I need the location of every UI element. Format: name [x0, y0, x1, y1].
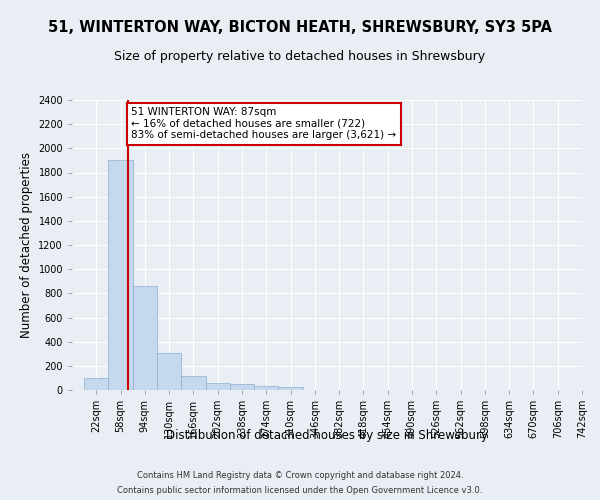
Bar [181, 376, 206, 390]
Text: Contains HM Land Registry data © Crown copyright and database right 2024.: Contains HM Land Registry data © Crown c… [137, 471, 463, 480]
Y-axis label: Number of detached properties: Number of detached properties [20, 152, 32, 338]
Bar [133, 286, 157, 390]
Text: 51, WINTERTON WAY, BICTON HEATH, SHREWSBURY, SY3 5PA: 51, WINTERTON WAY, BICTON HEATH, SHREWSB… [48, 20, 552, 35]
Bar [278, 387, 303, 390]
Bar [109, 160, 133, 390]
Bar [230, 384, 254, 390]
Text: 51 WINTERTON WAY: 87sqm
← 16% of detached houses are smaller (722)
83% of semi-d: 51 WINTERTON WAY: 87sqm ← 16% of detache… [131, 108, 397, 140]
Text: Size of property relative to detached houses in Shrewsbury: Size of property relative to detached ho… [115, 50, 485, 63]
Bar [254, 386, 278, 390]
Bar [84, 378, 109, 390]
Text: Distribution of detached houses by size in Shrewsbury: Distribution of detached houses by size … [166, 428, 488, 442]
Bar [157, 352, 181, 390]
Bar [206, 383, 230, 390]
Text: Contains public sector information licensed under the Open Government Licence v3: Contains public sector information licen… [118, 486, 482, 495]
